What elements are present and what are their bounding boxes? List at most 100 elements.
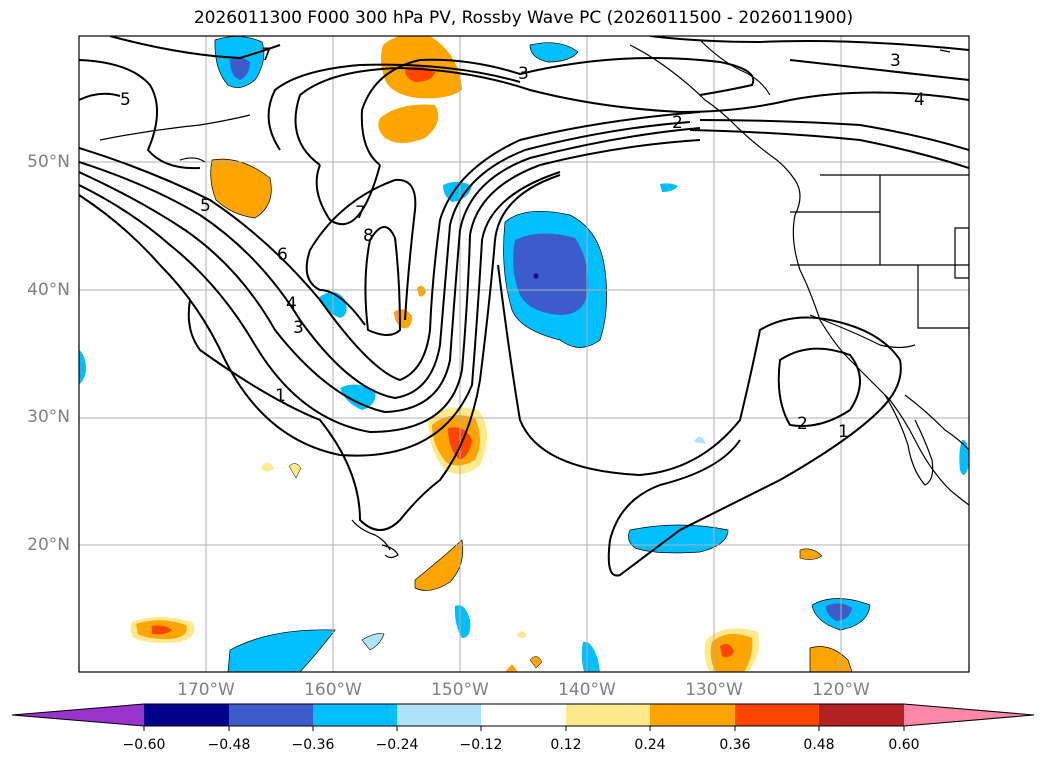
contour-line-top-1	[109, 36, 281, 60]
lat-label-30n: 30°N	[27, 407, 70, 427]
contour-label: 7	[261, 45, 272, 65]
lon-label-170w: 170°W	[177, 680, 235, 700]
negative-anomaly-blob-15	[361, 633, 385, 651]
lon-label-160w: 160°W	[304, 680, 362, 700]
positive-anomaly-blob-13	[288, 463, 302, 479]
colorbar-tick-label: −0.48	[207, 737, 251, 753]
negative-anomaly-blob-14	[660, 183, 678, 192]
contour-label: 5	[200, 196, 211, 216]
pv-anomaly-shading	[79, 36, 969, 672]
negative-anomaly-blob-3	[529, 42, 579, 63]
colorbar-segment-over	[904, 704, 1034, 726]
contour-line-top-9	[699, 119, 969, 151]
negative-anomaly-blob-16	[694, 436, 706, 444]
contour-ridge-1	[497, 264, 902, 577]
negative-anomaly-blob-13	[959, 439, 969, 475]
colorbar-segment-under	[12, 704, 144, 726]
negative-anomaly-blob-10	[454, 605, 471, 638]
colorbar-segment-9	[819, 704, 904, 726]
lat-label-20n: 20°N	[27, 535, 70, 555]
lat-label-40n: 40°N	[27, 280, 70, 300]
contour-label: 3	[890, 51, 901, 71]
contour-label: 5	[120, 90, 131, 110]
contour-inner-7	[305, 178, 417, 326]
positive-anomaly-blob-2	[378, 104, 439, 143]
positive-anomaly-blob-7	[704, 628, 759, 672]
contour-line-top-8	[789, 59, 969, 81]
contour-label: 8	[363, 226, 374, 246]
positive-anomaly-blob-9	[799, 548, 823, 560]
lat-label-50n: 50°N	[27, 152, 70, 172]
contour-label: 6	[277, 245, 288, 265]
contour-trough-5	[79, 171, 561, 457]
positive-anomaly-blob-10	[394, 309, 412, 329]
contour-line-top-2	[79, 59, 201, 170]
graticule	[79, 36, 969, 672]
positive-anomaly-blob-5	[414, 539, 464, 591]
colorbar-tick-label: −0.60	[122, 737, 166, 753]
lon-label-140w: 140°W	[558, 680, 616, 700]
contour-label: 3	[293, 318, 304, 338]
positive-anomaly-blob-3	[210, 158, 272, 219]
contour-line-top-7	[649, 36, 969, 51]
contour-label: 7	[355, 203, 366, 223]
colorbar-segment-7	[650, 704, 735, 726]
colorbar-segment-5	[481, 704, 566, 726]
positive-anomaly-blob-16	[517, 631, 527, 638]
contour-trough-4	[79, 139, 701, 434]
positive-anomaly-blob-14	[529, 656, 543, 669]
negative-anomaly-blob-7	[628, 524, 729, 554]
contour-trough-3	[79, 127, 701, 414]
lon-label-150w: 150°W	[431, 680, 489, 700]
contour-trough-1	[79, 111, 701, 382]
plot-area	[79, 36, 969, 672]
negative-anomaly-blob-5	[340, 384, 376, 410]
positive-anomaly-blob-1	[380, 36, 462, 99]
lon-label-120w: 120°W	[812, 680, 870, 700]
positive-anomaly-blob-8	[809, 646, 853, 672]
contour-inner-8	[364, 226, 402, 336]
colorbar-segment-2	[229, 704, 313, 726]
colorbar-tick-label: 0.24	[634, 737, 666, 753]
positive-anomaly-blob-6	[130, 617, 195, 643]
contour-line-top-6	[267, 63, 521, 151]
colorbar-tick-label: −0.12	[459, 737, 503, 753]
contour-line-top-10	[689, 129, 969, 169]
negative-anomaly-blob-8	[227, 629, 336, 672]
contour-label: 4	[914, 90, 925, 110]
negative-anomaly-blob-4	[318, 291, 347, 318]
pv-contours	[79, 36, 969, 577]
colorbar-segment-8	[735, 704, 819, 726]
contour-trough-2	[79, 121, 691, 400]
contour-label: 1	[838, 422, 849, 442]
contour-label: 3	[518, 64, 529, 84]
colorbar-tick-label: −0.36	[291, 737, 335, 753]
colorbar-segment-4	[397, 704, 481, 726]
contour-trough-6	[187, 174, 561, 531]
contour-label: 2	[797, 414, 808, 434]
colorbar-tick-label: 0.48	[803, 737, 835, 753]
contour-label: 4	[286, 294, 297, 314]
contour-line-top-3	[79, 92, 121, 101]
colorbar-tick-label: −0.24	[375, 737, 419, 753]
negative-anomaly-blob-11	[581, 641, 600, 672]
coastlines	[99, 39, 969, 559]
contour-label: 2	[672, 113, 683, 133]
negative-anomaly-blob-12	[79, 350, 86, 384]
colorbar-tick-label: 0.12	[550, 737, 582, 753]
colorbar-segment-6	[566, 704, 650, 726]
plot-border	[78, 35, 970, 673]
map-title: 2026011300 F000 300 hPa PV, Rossby Wave …	[193, 8, 854, 28]
positive-anomaly-blob-15	[505, 664, 518, 672]
lon-label-130w: 130°W	[685, 680, 743, 700]
colorbar-tick-label: 0.60	[888, 737, 920, 753]
negative-anomaly-blob-1	[503, 210, 608, 348]
positive-anomaly-blob-12	[262, 462, 274, 472]
contour-line-top-4	[360, 57, 755, 166]
colorbar-segment-1	[144, 704, 229, 726]
positive-anomaly-blob-11	[417, 285, 426, 297]
colorbar-segment-3	[313, 704, 397, 726]
contour-line-top-5	[294, 66, 969, 166]
contour-label: 1	[275, 386, 286, 406]
